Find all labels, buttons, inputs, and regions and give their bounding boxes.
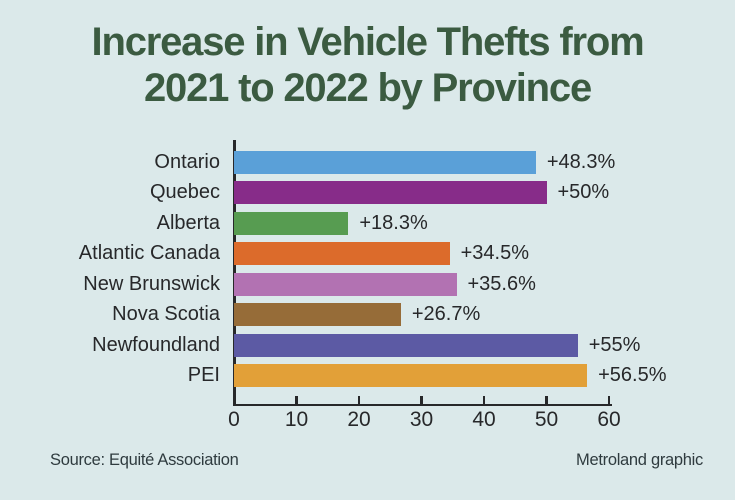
x-axis-tick [545,395,548,404]
bar-row: Quebec +50% [0,178,735,209]
bar [234,272,457,296]
bar [234,181,547,205]
bar [234,303,401,327]
x-axis-tick-label: 0 [228,408,240,431]
x-axis-tick-label: 50 [534,408,559,431]
x-axis-tick-labels: 0 10 20 30 40 50 60 [228,408,654,432]
graphic-credit: Metroland graphic [576,451,703,469]
bar [234,242,450,266]
bar-row: Ontario +48.3% [0,147,735,178]
source-credit: Source: Equité Association [50,451,239,469]
x-axis-line [233,403,612,406]
value-label: +26.7% [411,303,481,326]
x-axis-tick-label: 10 [284,408,309,431]
x-axis-tick [482,395,486,404]
value-label: +55% [588,333,641,356]
category-label: New Brunswick [83,272,220,295]
bar-row: New Brunswick +35.6% [0,269,735,300]
category-label: PEI [187,364,220,387]
x-axis-tick-label: 60 [597,408,621,431]
x-axis-tick-label: 20 [347,408,371,431]
value-label: +48.3% [546,150,616,173]
bar-row: PEI +56.5% [0,361,735,392]
bar-row: Atlantic Canada +34.5% [0,239,735,270]
category-label: Newfoundland [92,333,220,356]
category-label: Quebec [149,181,220,204]
bar-row: Nova Scotia +26.7% [0,300,735,331]
x-axis-tick-label: 30 [409,408,434,431]
value-label: +18.3% [359,211,428,234]
x-axis-tick [420,395,423,404]
bar-row: Newfoundland +55% [0,330,735,361]
value-label: +35.6% [467,272,536,295]
value-label: +50% [557,181,610,204]
bar [234,150,536,174]
category-label: Nova Scotia [112,303,220,326]
x-axis-ticks [234,395,614,404]
category-label: Atlantic Canada [78,242,220,265]
x-axis-tick [357,395,361,404]
bar [234,211,349,235]
x-axis-tick-label: 40 [472,408,496,431]
category-label: Alberta [156,211,220,234]
chart-title: Increase in Vehicle Thefts from 2021 to 2… [0,19,735,111]
bar-row: Alberta +18.3% [0,208,735,239]
value-label: +34.5% [460,242,530,265]
chart-title-line2: 2021 to 2022 by Province [143,66,592,110]
x-axis-tick [607,395,611,404]
bar-chart: Ontario +48.3% Quebec +50% Alberta +18.3% Atla… [0,147,735,391]
chart-title-line1: Increase in Vehicle Thefts from [91,20,645,64]
bar [234,364,588,388]
bar [234,333,578,357]
footer: Source: Equité Association Metroland gra… [0,451,735,470]
x-axis-tick [295,395,298,404]
category-label: Ontario [154,150,220,173]
value-label: +56.5% [598,364,667,387]
